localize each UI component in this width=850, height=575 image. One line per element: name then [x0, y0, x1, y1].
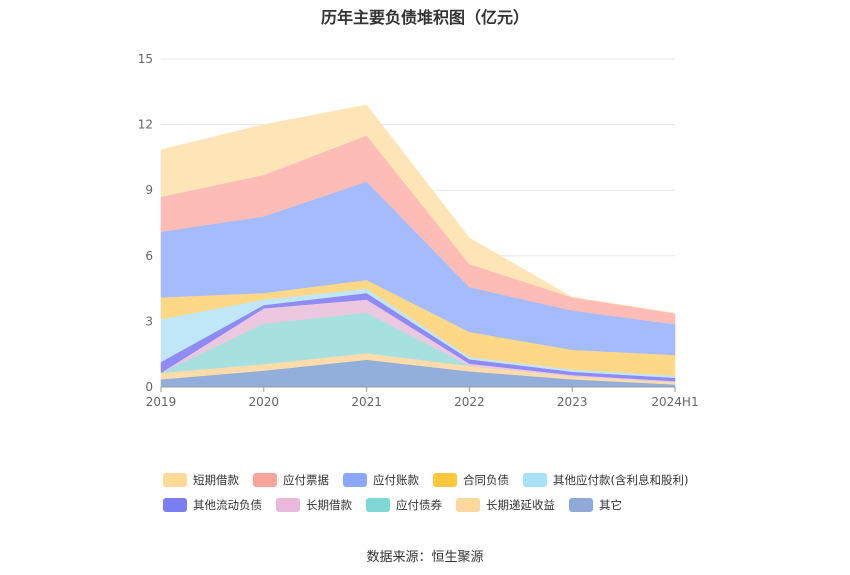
legend-label: 短期借款 [193, 473, 239, 487]
y-tick-label: 6 [145, 249, 153, 263]
axes: 0 3 6 9 12 15 2019 2020 2021 2022 2023 2024H1 [138, 52, 699, 409]
x-tick-label: 2019 [146, 395, 177, 409]
legend-item[interactable]: 长期借款 [276, 497, 352, 513]
legend-swatch [253, 473, 277, 487]
area-series [160, 104, 676, 388]
legend: 短期借款 应付票据 应付账款 合同负债 其他应付款(含利息和股利) 其他流动负债 长期借款… [163, 472, 723, 522]
legend-item[interactable]: 短期借款 [163, 472, 239, 488]
legend-label: 合同负债 [463, 473, 509, 487]
legend-item[interactable]: 其它 [569, 497, 622, 513]
legend-item[interactable]: 其他流动负债 [163, 497, 262, 513]
legend-swatch [433, 473, 457, 487]
legend-item[interactable]: 应付账款 [343, 472, 419, 488]
area-series-短期借款 [160, 104, 676, 314]
legend-label: 其它 [599, 498, 622, 512]
y-tick-label: 3 [145, 314, 153, 328]
legend-row: 其他流动负债 长期借款 应付债券 长期递延收益 其它 [163, 497, 723, 513]
legend-swatch [523, 473, 547, 487]
y-tick-label: 0 [145, 380, 153, 394]
legend-swatch [456, 498, 480, 512]
legend-swatch [366, 498, 390, 512]
legend-item[interactable]: 合同负债 [433, 472, 509, 488]
y-tick-label: 15 [138, 52, 153, 66]
legend-row: 短期借款 应付票据 应付账款 合同负债 其他应付款(含利息和股利) [163, 472, 723, 488]
legend-swatch [163, 473, 187, 487]
legend-label: 应付票据 [283, 473, 329, 487]
x-tick-label: 2021 [351, 395, 382, 409]
chart-title: 历年主要负债堆积图（亿元） [320, 8, 529, 27]
x-tick-label: 2023 [557, 395, 588, 409]
legend-label: 长期借款 [306, 498, 352, 512]
data-source-note: 数据来源：恒生聚源 [366, 550, 484, 565]
legend-swatch [569, 498, 593, 512]
legend-label: 应付债券 [396, 498, 442, 512]
legend-label: 长期递延收益 [486, 498, 555, 512]
y-tick-label: 9 [145, 183, 153, 197]
legend-item[interactable]: 应付票据 [253, 472, 329, 488]
y-tick-label: 12 [138, 118, 153, 132]
legend-label: 应付账款 [373, 473, 419, 487]
legend-swatch [276, 498, 300, 512]
legend-label: 其他应付款(含利息和股利) [553, 473, 689, 487]
legend-item[interactable]: 应付债券 [366, 497, 442, 513]
legend-swatch [163, 498, 187, 512]
x-tick-label: 2020 [249, 395, 280, 409]
x-tick-label: 2024H1 [651, 395, 698, 409]
x-tick-label: 2022 [454, 395, 485, 409]
stacked-area-chart: 0 3 6 9 12 15 2019 2020 2021 2022 2023 2024H1 [138, 52, 699, 409]
legend-label: 其他流动负债 [193, 498, 262, 512]
legend-item[interactable]: 长期递延收益 [456, 497, 555, 513]
legend-swatch [343, 473, 367, 487]
legend-item[interactable]: 其他应付款(含利息和股利) [523, 472, 688, 488]
